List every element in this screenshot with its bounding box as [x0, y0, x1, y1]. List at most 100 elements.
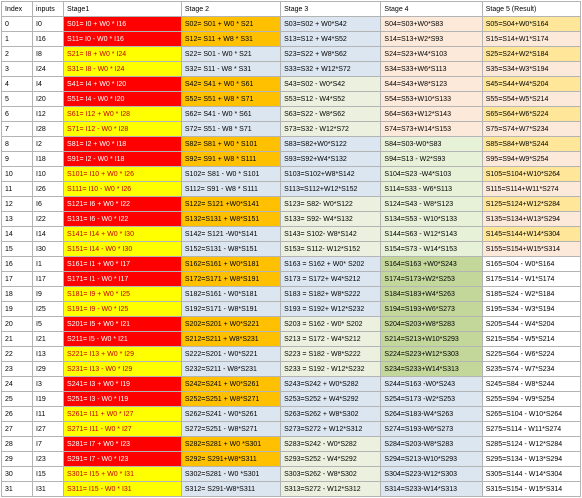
cell-input: I9 — [32, 286, 65, 302]
cell-stage1: S291= I7 - W0 * I23 — [63, 451, 182, 467]
cell-stage5: S65=S64+W6*S224 — [481, 106, 582, 122]
cell-stage3: S23=S22 + W8*S62 — [280, 46, 382, 62]
cell-index: 7 — [0, 121, 34, 137]
cell-stage1: S41= I4 + W0 * I20 — [63, 76, 182, 92]
cell-stage5: S265=S104 - W10*S264 — [481, 406, 582, 422]
cell-stage4: S194=S193+W6*S273 — [380, 301, 483, 317]
cell-stage2: S72= S51 - W8 * S71 — [180, 121, 282, 137]
table-row: 18 I9 S181= I9 + W0 * I25 S182=S161 - W0*S1… — [0, 286, 582, 302]
cell-stage4: S314=S233-W14*S313 — [380, 481, 483, 497]
cell-stage5: S245=S84 - W8*S244 — [481, 376, 582, 392]
cell-stage2: S62= S41 - W0 * S61 — [180, 106, 282, 122]
cell-stage5: S05=S04+W0*S164 — [481, 16, 582, 32]
cell-stage3: S153= S112- W12*S152 — [280, 241, 382, 257]
cell-stage4: S224=S223+W12*S303 — [380, 346, 483, 362]
cell-stage4: S04=S03+W0*S83 — [380, 16, 483, 32]
table-row: 15 I30 S151= I14 - W0 * I30 S152=S131 - W8*… — [0, 241, 582, 257]
table-row: 19 I25 S191= I9 - W0 * I25 S192=S171 - W8*S… — [0, 301, 582, 317]
cell-stage5: S115=S114+W11*S274 — [481, 181, 582, 197]
table-row: 0 I0 S01= I0 + W0 * I16 S02= S01 + W0 * S21… — [0, 16, 582, 32]
cell-stage1: S201= I5 + W0 * I21 — [63, 316, 182, 332]
cell-stage1: S211= I5 - W0 * I21 — [63, 331, 182, 347]
cell-index: 30 — [0, 466, 34, 482]
cell-stage5: S315=S154 - W15*S314 — [481, 481, 582, 497]
cell-stage2: S12= S11 + W8 * S31 — [180, 31, 282, 47]
cell-index: 2 — [0, 46, 34, 62]
cell-stage5: S105=S104+W10*S264 — [481, 166, 582, 182]
cell-index: 22 — [0, 346, 34, 362]
cell-stage2: S142= S121 -W0*S141 — [180, 226, 282, 242]
cell-stage3: S43=S02 - W0*S42 — [280, 76, 382, 92]
cell-index: 3 — [0, 61, 34, 77]
cell-stage3: S283=S242 - W0*S282 — [280, 436, 382, 452]
cell-input: I18 — [32, 151, 65, 167]
cell-stage4: S204=S203+W8*S283 — [380, 316, 483, 332]
cell-input: I23 — [32, 451, 65, 467]
cell-stage4: S284=S203-W8*S283 — [380, 436, 483, 452]
table-row: 2 I8 S21= I8 + W0 * I24 S22= S01 - W0 * S21… — [0, 46, 582, 62]
cell-stage1: S141= I14 + W0 * I30 — [63, 226, 182, 242]
cell-input: I31 — [32, 481, 65, 497]
cell-stage5: S25=S24+W2*S184 — [481, 46, 582, 62]
cell-stage4: S184=S183+W4*S263 — [380, 286, 483, 302]
cell-index: 20 — [0, 316, 34, 332]
cell-stage3: S113=S112+W12*S152 — [280, 181, 382, 197]
cell-stage4: S74=S73+W14*S153 — [380, 121, 483, 137]
cell-stage3: S303=S262 - W8*S302 — [280, 466, 382, 482]
cell-stage5: S305=S144 - W14*S304 — [481, 466, 582, 482]
table-row: 5 I20 S51= I4 - W0 * I20 S52= S51 + W8 * S7… — [0, 91, 582, 107]
table-row: 1 I16 S11= I0 - W0 * I16 S12= S11 + W8 * S3… — [0, 31, 582, 47]
cell-stage4: S44=S43+W8*S123 — [380, 76, 483, 92]
cell-stage1: S171= I1 - W0 * I17 — [63, 271, 182, 287]
cell-stage3: S233 = S192 - W12*S232 — [280, 361, 382, 377]
cell-stage4: S14=S13+W2*S93 — [380, 31, 483, 47]
cell-input: I24 — [32, 61, 65, 77]
cell-stage3: S293=S252 - W4*S292 — [280, 451, 382, 467]
cell-stage5: S15=S14+W1*S174 — [481, 31, 582, 47]
table-row: 28 I7 S281= I7 + W0 * I23 S282=S281 + W0 *S… — [0, 436, 582, 452]
cell-stage4: S264=S183-W4*S263 — [380, 406, 483, 422]
cell-index: 5 — [0, 91, 34, 107]
cell-input: I15 — [32, 466, 65, 482]
cell-stage3: S203 = S162 - W0* S202 — [280, 316, 382, 332]
cell-stage5: S45=S44+W4*S204 — [481, 76, 582, 92]
cell-stage2: S292= S291+W8*S311 — [180, 451, 282, 467]
cell-stage1: S01= I0 + W0 * I16 — [63, 16, 182, 32]
table-row: 26 I11 S261= I11 + W0 * I27 S262=S241 - W0*… — [0, 406, 582, 422]
cell-stage1: S151= I14 - W0 * I30 — [63, 241, 182, 257]
cell-stage4: S84=S03-W0*S83 — [380, 136, 483, 152]
header-index: Index — [0, 1, 34, 17]
cell-stage2: S162=S161 + W0*S181 — [180, 256, 282, 272]
cell-stage4: S304=S223-W12*S303 — [380, 466, 483, 482]
cell-stage4: S24=S23+W4*S103 — [380, 46, 483, 62]
cell-stage3: S223 = S182 - W8*S222 — [280, 346, 382, 362]
header-stage2: Stage 2 — [180, 1, 282, 17]
cell-stage5: S145=S144+W14*S304 — [481, 226, 582, 242]
cell-stage1: S181= I9 + W0 * I25 — [63, 286, 182, 302]
cell-stage5: S35=S34+W3*S194 — [481, 61, 582, 77]
cell-stage5: S75=S74+W7*S234 — [481, 121, 582, 137]
cell-stage2: S242=S241 + W0*S261 — [180, 376, 282, 392]
cell-stage1: S311= I15 - W0 * I31 — [63, 481, 182, 497]
cell-stage3: S263=S262 + W8*S302 — [280, 406, 382, 422]
cell-index: 4 — [0, 76, 34, 92]
cell-stage2: S192=S171 - W8*S191 — [180, 301, 282, 317]
cell-stage4: S164=S163 +W0*S243 — [380, 256, 483, 272]
cell-stage5: S275=S114 - W11*S274 — [481, 421, 582, 437]
cell-index: 19 — [0, 301, 34, 317]
cell-input: I4 — [32, 76, 65, 92]
cell-stage2: S112= S91 - W8 * S111 — [180, 181, 282, 197]
cell-stage2: S182=S161 - W0*S181 — [180, 286, 282, 302]
cell-input: I1 — [32, 256, 65, 272]
cell-index: 17 — [0, 271, 34, 287]
cell-index: 28 — [0, 436, 34, 452]
cell-stage4: S244=S163 -W0*S243 — [380, 376, 483, 392]
cell-input: I17 — [32, 271, 65, 287]
cell-input: I19 — [32, 391, 65, 407]
cell-stage1: S91= I2 - W0 * I18 — [63, 151, 182, 167]
cell-stage3: S213 = S172 - W4*S212 — [280, 331, 382, 347]
cell-stage4: S34=S33+W6*S113 — [380, 61, 483, 77]
cell-input: I12 — [32, 106, 65, 122]
header-stage4: Stage 4 — [380, 1, 483, 17]
